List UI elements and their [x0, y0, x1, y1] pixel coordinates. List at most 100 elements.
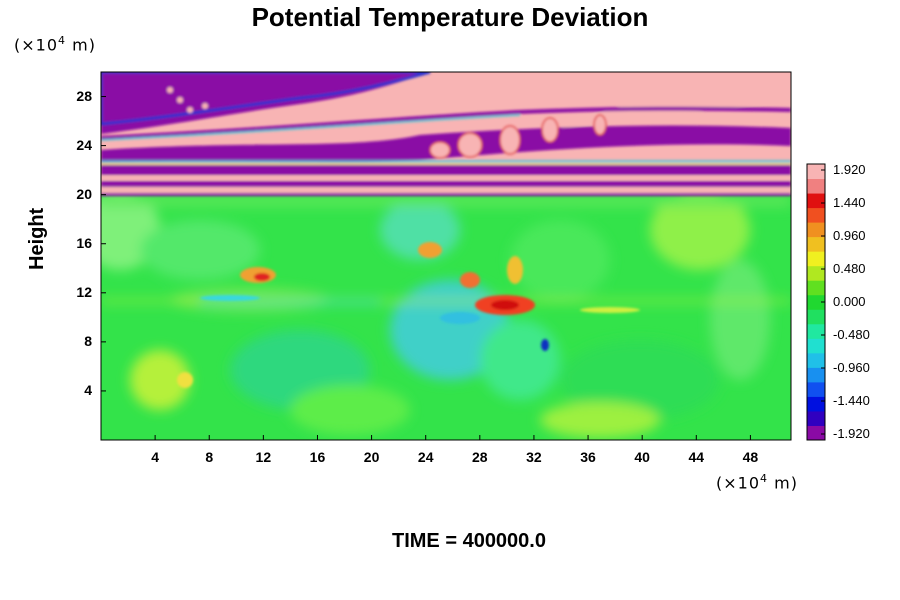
band-purple [101, 72, 431, 126]
colorbar-swatch [807, 309, 825, 325]
field-blob [290, 385, 410, 435]
colorbar-swatch [807, 425, 825, 441]
x-tick-label: 12 [255, 449, 272, 465]
field-blob [480, 320, 560, 400]
y-tick-label: 28 [76, 87, 92, 104]
x-tick-label: 4 [151, 449, 159, 465]
field-blob [140, 220, 260, 280]
x-tick-label: 48 [742, 449, 759, 465]
colorbar-label: 1.920 [833, 162, 866, 177]
chart-title: Potential Temperature Deviation [251, 2, 649, 32]
band-line [101, 114, 521, 141]
wave-cell [541, 117, 559, 143]
y-tick-label: 8 [84, 332, 92, 349]
colorbar-swatch [807, 207, 825, 223]
stratosphere-bands [101, 72, 791, 196]
band-pink [101, 176, 791, 180]
x-tick-label: 20 [363, 449, 380, 465]
time-footer: TIME = 400000.0 [392, 530, 546, 552]
band-purple [101, 181, 791, 187]
feature [460, 272, 480, 288]
colorbar-swatch [807, 338, 825, 354]
level-band [101, 298, 791, 303]
y-tick-label: 12 [76, 283, 92, 300]
field-blob [130, 350, 190, 410]
colorbar-label: 0.000 [833, 294, 866, 309]
colorbar-swatch [807, 396, 825, 412]
band-line [101, 160, 791, 163]
colorbar-label: -1.920 [833, 426, 870, 441]
colorbar-label: -0.480 [833, 327, 870, 342]
wave-dot [202, 103, 208, 109]
field-blob [650, 190, 750, 270]
feature [491, 300, 519, 310]
level-band [200, 300, 380, 305]
y-tick-label: 16 [76, 234, 92, 251]
wave-cell [429, 141, 451, 159]
x-axis-unit: (×104 m) [716, 472, 798, 493]
band-pink [560, 72, 791, 128]
colorbar-label: -1.440 [833, 393, 870, 408]
x-tick-label: 8 [205, 449, 214, 465]
colorbar-swatch [807, 280, 825, 296]
colorbar-label: 0.960 [833, 228, 866, 243]
feature [254, 273, 270, 281]
wave-cell [593, 114, 607, 136]
colorbar [806, 163, 826, 441]
colorbar-swatch [807, 294, 825, 310]
field-blob [560, 340, 720, 420]
x-axis [154, 435, 751, 440]
feature [418, 242, 442, 258]
y-tick-label: 4 [84, 381, 92, 398]
colorbar-swatch [807, 164, 825, 180]
wave-cell [457, 132, 483, 158]
y-axis-unit: (×104 m) [14, 34, 96, 55]
y-tick-label: 24 [76, 136, 92, 153]
band-line [101, 163, 791, 165]
field-blob [540, 402, 660, 438]
x-tick-label: 32 [526, 449, 542, 465]
wave-dot [177, 97, 183, 103]
tropopause-band [101, 195, 791, 206]
x-tick-label: 40 [634, 449, 650, 465]
y-tick-label: 20 [76, 185, 92, 202]
wave-dot [167, 87, 173, 93]
colorbar-swatch [807, 381, 825, 397]
band-purple [101, 165, 791, 175]
x-tick-label: 28 [472, 449, 488, 465]
field-blob [510, 220, 610, 300]
colorbar-swatch [807, 178, 825, 194]
heatmap-field [101, 72, 791, 440]
plot-frame [100, 71, 792, 441]
colorbar-label: 0.480 [833, 261, 866, 276]
colorbar-swatch [807, 323, 825, 339]
colorbar-swatch [807, 352, 825, 368]
colorbar-swatch [807, 222, 825, 238]
x-tick-label: 24 [417, 449, 434, 465]
feature [200, 295, 260, 301]
wave-cell [499, 125, 521, 155]
colorbar-swatch [807, 410, 825, 426]
colorbar-label: -0.960 [833, 360, 870, 375]
colorbar-label: 1.440 [833, 195, 866, 210]
colorbar-swatch [807, 367, 825, 383]
feature [541, 339, 549, 351]
feature [440, 312, 480, 324]
field-blob [380, 200, 460, 260]
field-variations [101, 190, 791, 438]
band-pink [101, 187, 791, 193]
convective-features [177, 242, 640, 388]
colorbar-swatch [807, 193, 825, 209]
field-blob [710, 260, 770, 380]
x-tick-label: 36 [580, 449, 596, 465]
y-axis [101, 96, 106, 392]
colorbar-swatch [807, 265, 825, 281]
wave-dot [187, 107, 193, 113]
feature [177, 372, 193, 388]
feature [507, 256, 523, 284]
x-tick-label: 16 [309, 449, 326, 465]
colorbar-swatch [807, 236, 825, 252]
band-line [101, 106, 791, 140]
x-tick-label: 44 [688, 449, 705, 465]
